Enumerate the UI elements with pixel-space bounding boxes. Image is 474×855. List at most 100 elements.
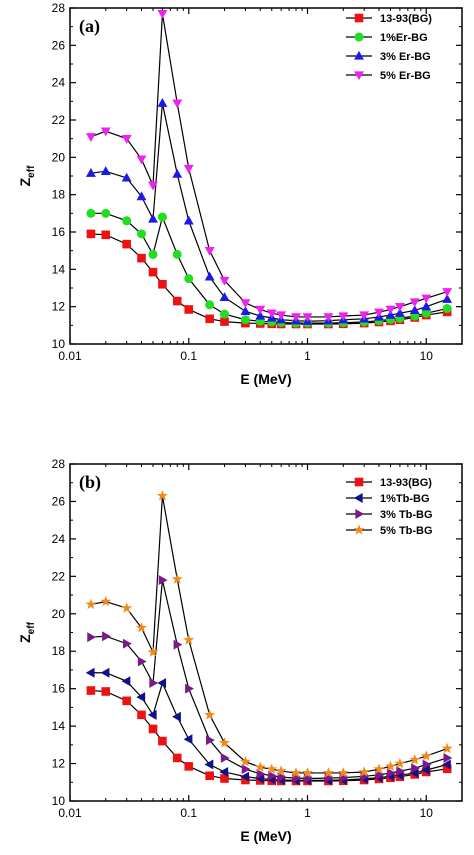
data-point xyxy=(442,294,453,303)
y-tick-label: 26 xyxy=(52,38,66,52)
data-point xyxy=(156,490,168,501)
data-point xyxy=(172,711,181,722)
y-axis-title-main: Z xyxy=(17,177,33,186)
data-point xyxy=(85,598,97,610)
y-tick-label: 10 xyxy=(52,337,66,351)
data-point xyxy=(240,306,251,315)
data-point xyxy=(204,271,215,281)
data-point xyxy=(122,216,132,226)
data-point xyxy=(240,315,250,325)
data-point xyxy=(184,305,194,314)
data-point xyxy=(268,770,277,781)
y-axis-title-main: Z xyxy=(17,634,33,643)
data-point xyxy=(158,736,167,746)
chart-panel-b: 10 12 14 16 18 20 22 24 26 28 0.01 0.1 1 10 E (MeV) Zef… xyxy=(17,457,463,844)
data-point xyxy=(172,99,183,109)
data-point xyxy=(394,308,405,317)
data-point xyxy=(301,767,314,778)
data-point xyxy=(148,181,158,191)
y-tick-label: 22 xyxy=(52,569,66,583)
data-point xyxy=(87,632,97,643)
data-point xyxy=(148,249,158,259)
series-line xyxy=(90,579,448,780)
data-point xyxy=(157,212,167,222)
x-tick-label: 0.1 xyxy=(180,349,197,363)
y-axis-title: Zeff xyxy=(17,165,37,186)
data-point xyxy=(409,767,419,778)
data-point xyxy=(172,753,182,763)
data-point xyxy=(241,764,251,775)
data-point xyxy=(86,229,96,239)
legend-label: 13-93(BG) xyxy=(380,477,432,489)
data-point xyxy=(100,127,111,137)
y-tick-label: 26 xyxy=(52,494,66,508)
data-point xyxy=(183,164,194,174)
data-point xyxy=(136,692,146,703)
data-point xyxy=(220,774,229,783)
data-point xyxy=(373,763,385,774)
data-point xyxy=(411,763,420,774)
data-point xyxy=(158,279,167,289)
y-axis-title-subscript: eff xyxy=(26,165,37,178)
data-point xyxy=(157,9,168,19)
data-point xyxy=(184,274,194,284)
data-point xyxy=(135,622,148,633)
data-point xyxy=(359,311,370,321)
x-tick-label: 0.01 xyxy=(58,349,82,363)
y-tick-label: 20 xyxy=(52,607,66,621)
panel-label: (a) xyxy=(79,16,100,37)
data-point xyxy=(254,761,266,772)
y-tick-label: 18 xyxy=(52,188,66,202)
data-point xyxy=(173,639,183,650)
data-point xyxy=(205,771,214,781)
y-tick-label: 22 xyxy=(52,113,66,127)
data-point xyxy=(442,304,452,314)
series-markers xyxy=(85,9,453,323)
data-point xyxy=(302,313,313,323)
data-point xyxy=(219,276,230,286)
data-point xyxy=(185,683,194,694)
y-tick-label: 10 xyxy=(52,794,66,808)
legend-label: 3% Er-BG xyxy=(380,51,431,63)
x-tick-label: 10 xyxy=(420,806,434,820)
data-point xyxy=(137,710,146,720)
series-markers xyxy=(85,490,453,778)
data-point xyxy=(256,768,266,779)
data-point xyxy=(421,301,432,311)
data-point xyxy=(394,303,405,312)
chart-panel-a: 10 12 14 16 18 20 22 24 26 28 0.01 0.1 1 10 E (MeV) Zef… xyxy=(17,1,463,387)
data-point xyxy=(184,762,194,771)
series-markers xyxy=(87,575,453,784)
data-point xyxy=(337,767,349,778)
data-point xyxy=(220,752,230,763)
data-point xyxy=(240,771,250,782)
data-point xyxy=(239,755,251,767)
data-point xyxy=(421,294,432,304)
data-point xyxy=(266,763,278,774)
data-point xyxy=(240,299,251,309)
y-tick-label: 12 xyxy=(52,300,66,314)
data-point xyxy=(102,631,111,642)
data-point xyxy=(219,292,230,301)
data-point xyxy=(149,678,159,688)
x-tick-label: 10 xyxy=(420,349,434,363)
data-point xyxy=(384,760,397,772)
legend-marker xyxy=(354,13,364,23)
data-point xyxy=(442,288,453,297)
x-axis-title: E (MeV) xyxy=(240,828,291,844)
series-markers xyxy=(85,98,453,325)
data-point xyxy=(137,253,146,263)
data-point xyxy=(148,213,158,223)
data-point xyxy=(101,230,111,240)
legend-marker xyxy=(353,524,365,535)
legend-marker xyxy=(354,477,364,487)
legend-label: 13-93(BG) xyxy=(380,13,432,25)
data-point xyxy=(122,239,131,249)
data-point xyxy=(136,229,147,239)
data-point xyxy=(421,765,430,776)
data-point xyxy=(183,734,193,745)
data-point xyxy=(255,773,264,784)
legend-label: 3% Tb-BG xyxy=(380,509,433,521)
series-line xyxy=(90,103,448,322)
